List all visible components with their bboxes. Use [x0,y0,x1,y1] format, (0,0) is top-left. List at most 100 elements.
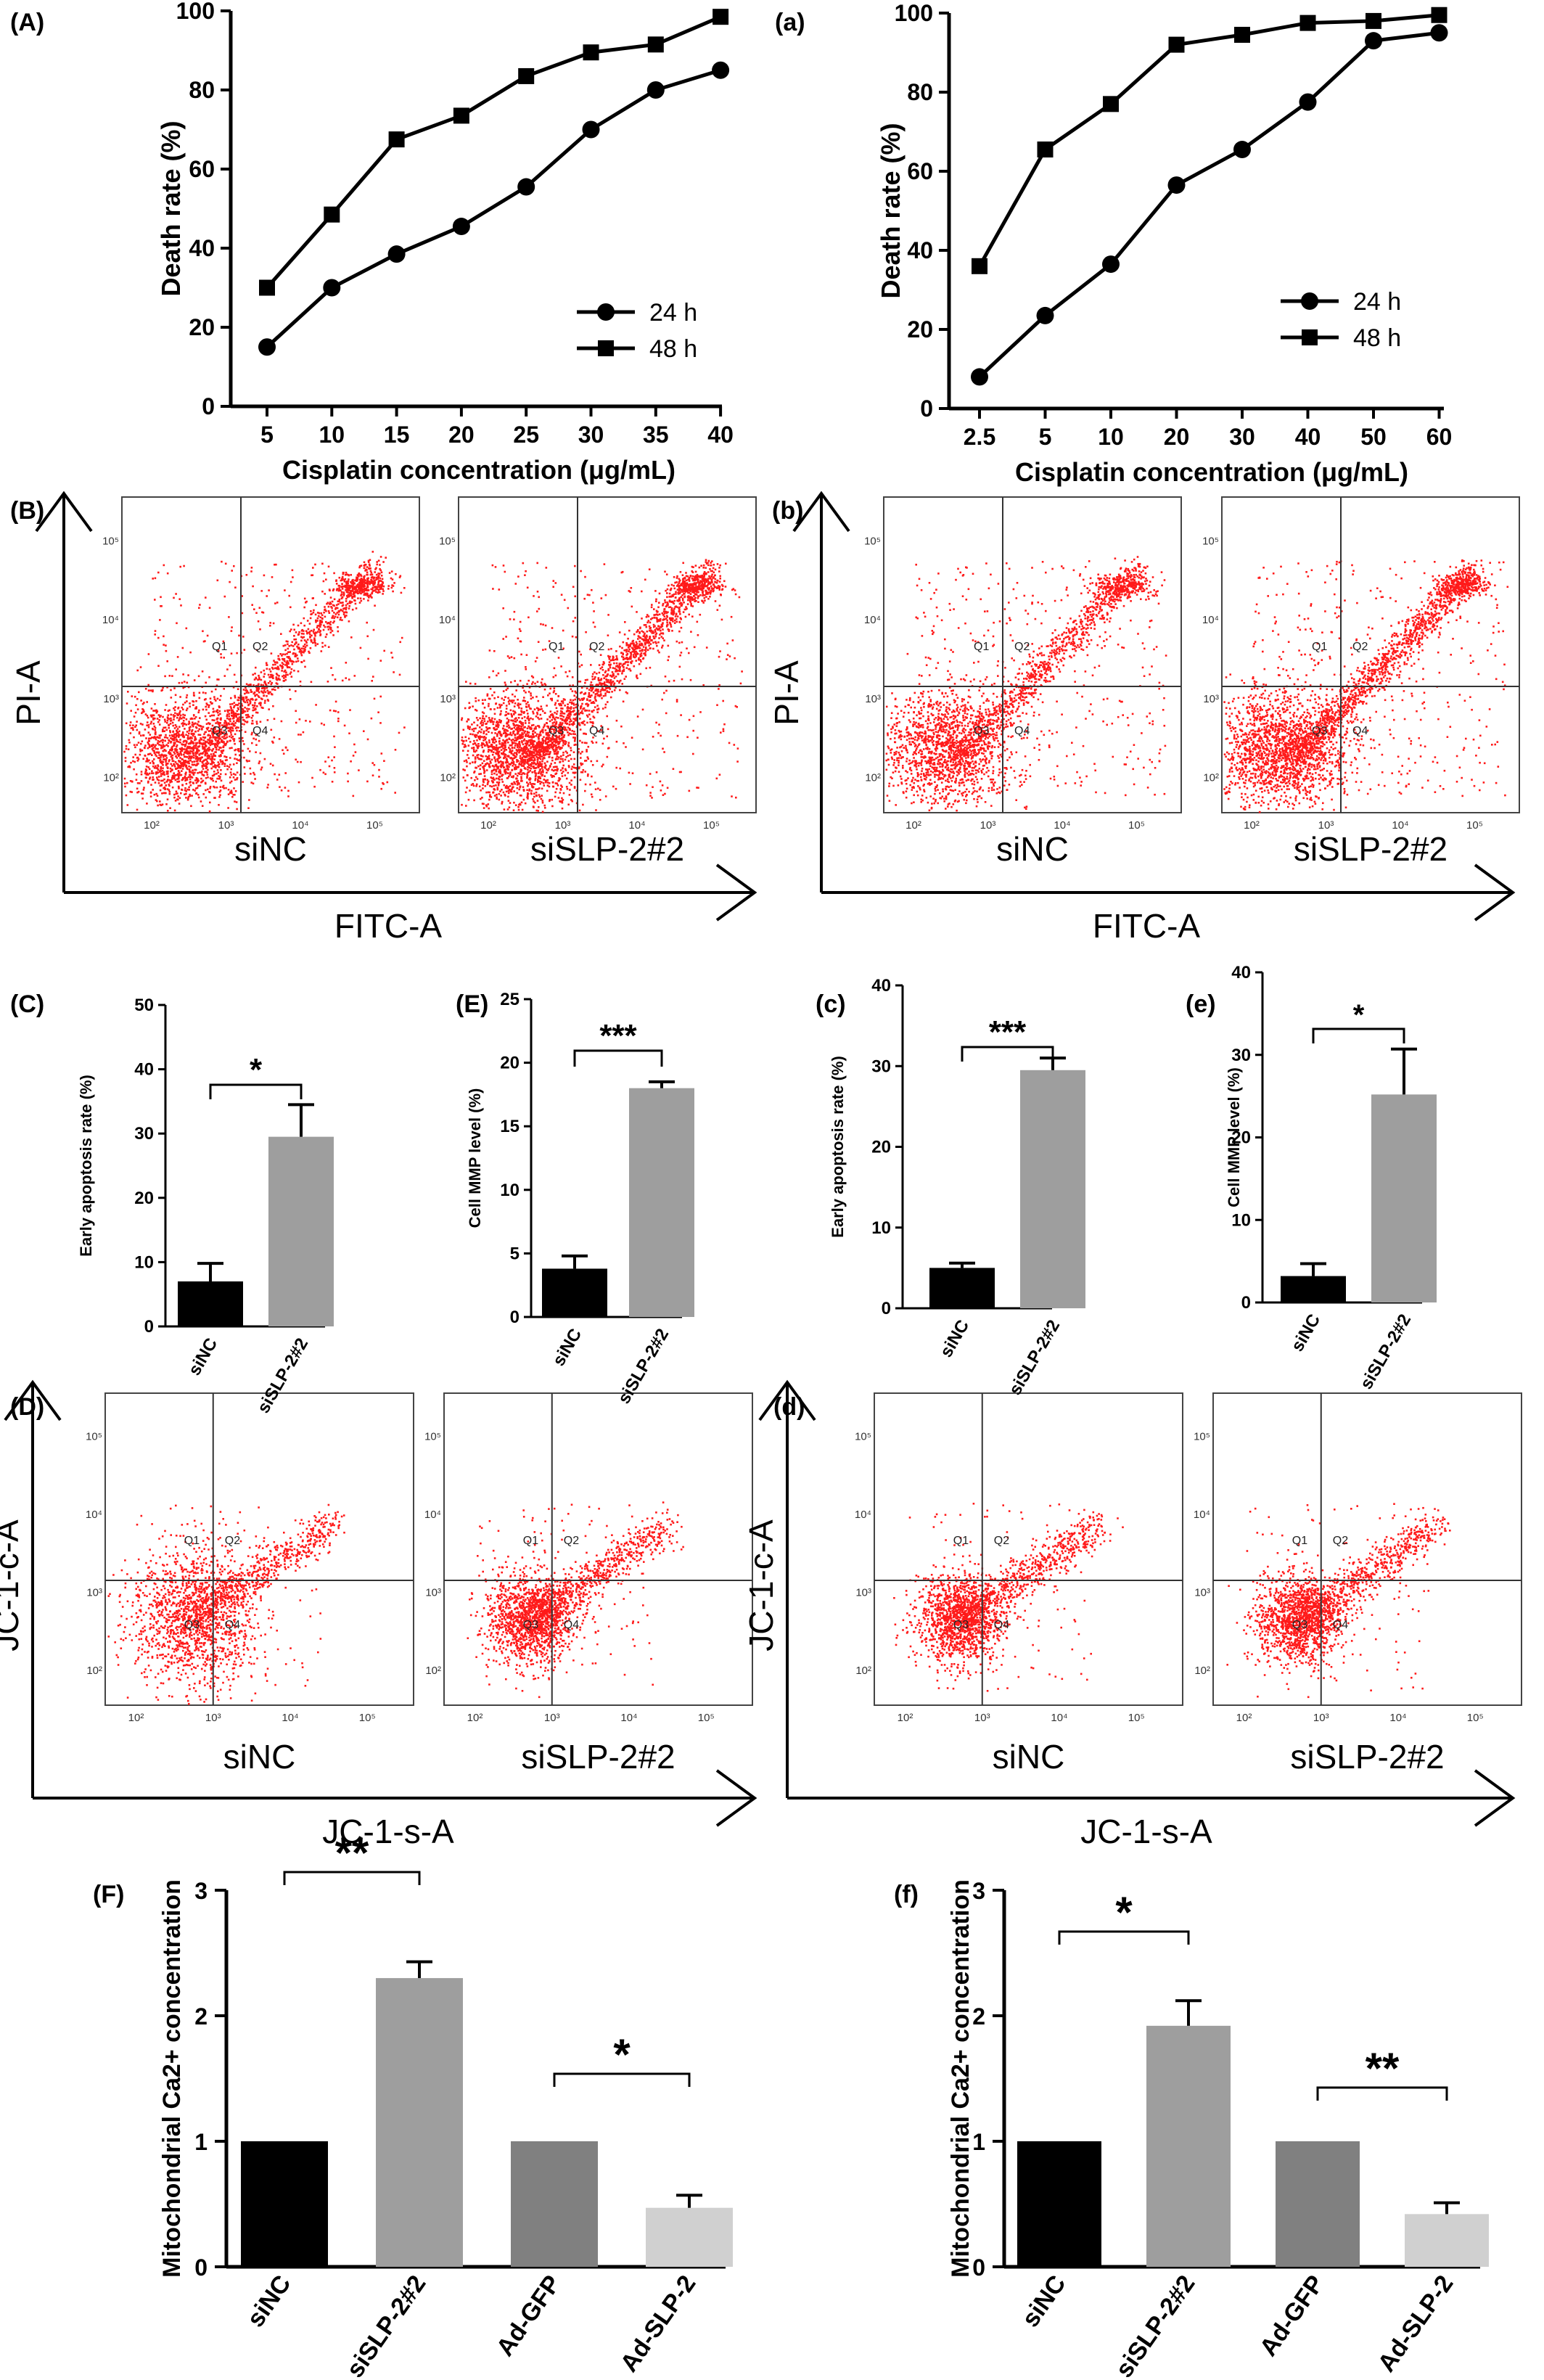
event-dot [181,748,184,750]
event-dot [680,583,682,586]
event-dot [220,717,222,720]
event-dot [494,759,497,761]
event-dot [526,752,529,755]
event-dot [531,762,533,764]
event-dot [507,800,510,802]
event-dot [603,682,606,685]
event-dot [287,662,290,664]
event-dot [290,676,293,678]
event-dot [504,681,506,684]
event-dot [262,707,264,709]
event-dot [526,794,529,797]
event-dot [183,565,185,567]
event-dot [215,747,218,749]
event-dot [342,604,345,607]
event-dot [163,730,165,732]
event-dot [199,604,201,606]
event-dot [207,739,209,741]
event-dot [481,736,483,738]
event-dot [580,762,582,765]
event-dot [509,709,512,712]
event-dot [487,750,490,753]
event-dot [223,657,225,659]
event-dot [166,660,168,662]
event-dot [529,769,532,772]
event-dot [543,754,546,757]
event-dot [490,731,493,734]
event-dot [189,781,192,783]
event-dot [371,590,374,592]
event-dot [375,567,377,570]
event-dot [221,739,223,742]
event-dot [329,603,332,605]
event-dot [504,670,506,672]
event-dot [554,791,557,794]
event-dot [143,747,146,749]
event-dot [341,588,344,590]
event-dot [243,649,246,651]
event-dot [532,805,535,808]
event-dot [231,729,234,732]
event-dot [482,730,485,733]
event-dot [178,726,181,728]
event-dot [243,766,246,768]
event-dot [512,787,514,789]
event-dot [274,667,276,670]
event-dot [380,580,382,583]
event-dot [284,772,287,774]
event-dot [475,750,477,752]
event-dot [349,594,351,597]
event-dot [554,795,557,798]
event-dot [230,707,232,710]
event-dot [218,747,221,749]
event-dot [507,713,510,715]
event-dot [184,752,186,754]
event-dot [653,614,655,616]
event-dot [559,715,562,717]
event-dot [252,673,254,676]
event-dot [136,721,138,723]
event-dot [516,759,518,761]
event-dot [186,760,189,763]
event-dot [337,711,340,713]
event-dot [375,573,378,576]
event-dot [385,557,387,559]
event-dot [340,617,342,619]
event-dot [493,747,496,749]
event-dot [572,733,575,735]
event-dot [211,724,214,727]
event-dot [525,739,527,742]
event-dot [483,765,486,767]
event-dot [534,801,536,804]
event-dot [570,688,572,690]
event-dot [160,739,163,742]
event-dot [524,760,527,763]
event-dot [182,777,184,779]
event-dot [269,763,272,765]
event-dot [218,804,220,806]
event-dot [553,721,556,723]
event-dot [483,775,486,777]
event-dot [258,696,260,699]
event-dot [287,795,290,797]
event-dot [570,749,572,752]
event-dot [182,708,184,710]
event-dot [520,773,523,776]
event-dot [562,799,564,801]
event-dot [509,771,512,774]
event-dot [554,702,557,705]
event-dot [506,808,509,811]
event-dot [235,704,237,706]
event-dot [148,778,151,780]
event-dot [141,740,144,742]
event-dot [477,754,480,756]
data-point [1233,141,1251,159]
event-dot [181,758,183,760]
event-dot [571,766,574,768]
event-dot [373,583,376,585]
event-dot [350,592,352,595]
event-dot [221,786,224,788]
event-dot [516,792,519,795]
event-dot [181,733,184,735]
event-dot [358,575,360,578]
